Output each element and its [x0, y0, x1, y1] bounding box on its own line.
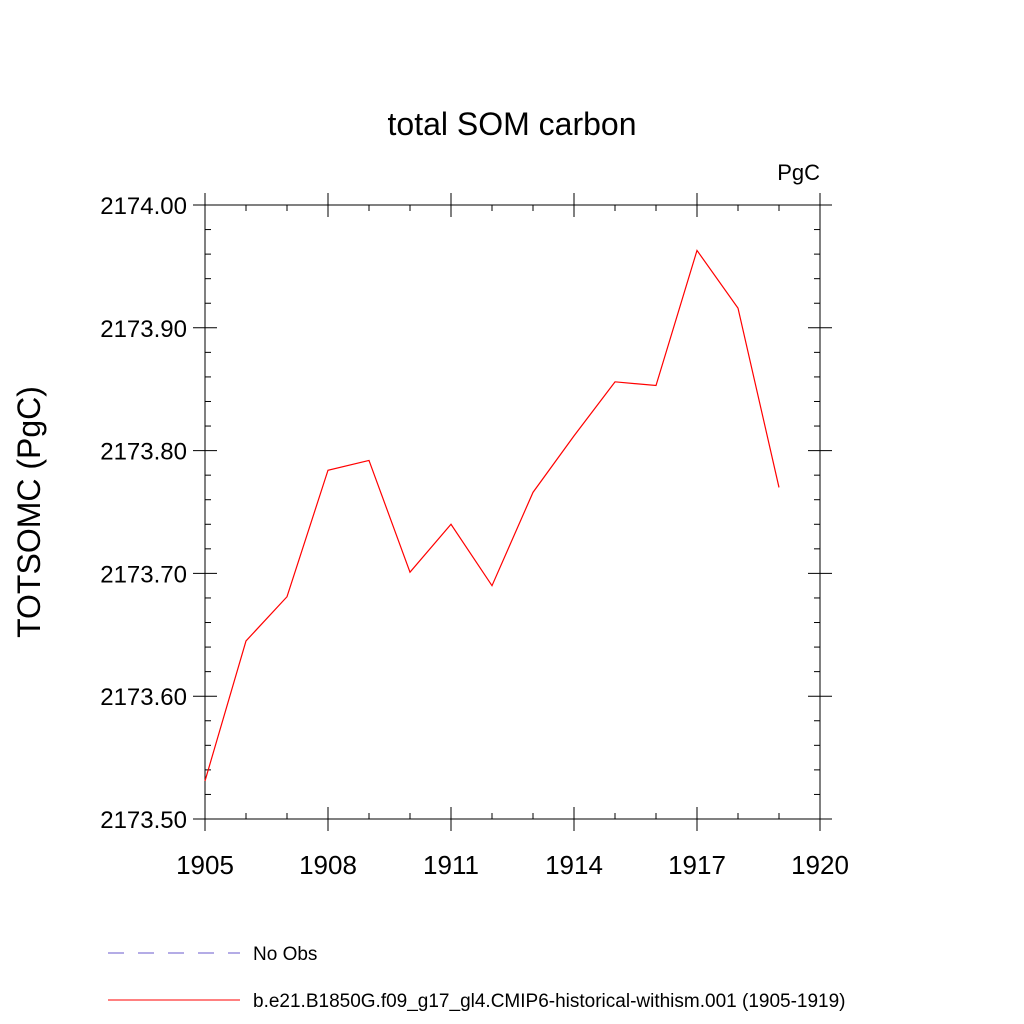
y-axis-label: TOTSOMC (PgC)	[11, 386, 47, 638]
x-tick-label: 1917	[668, 850, 726, 880]
y-tick-label: 2173.60	[100, 684, 187, 711]
legend-label: b.e21.B1850G.f09_g17_gl4.CMIP6-historica…	[253, 991, 846, 1012]
series-group	[204, 249, 780, 782]
legend-label: No Obs	[253, 944, 317, 965]
x-tick-label: 1920	[791, 850, 849, 880]
x-tick-label: 1911	[423, 850, 479, 880]
y-tick-label: 2173.50	[100, 807, 187, 834]
series-line	[204, 249, 780, 782]
y-tick-label: 2173.90	[100, 316, 187, 343]
x-tick-label: 1908	[299, 850, 357, 880]
axis-ticks: 2173.50 2173.60 2173.70 2173.80 2173.90 2174.…	[100, 193, 849, 880]
y-tick-label: 2173.80	[100, 439, 187, 466]
x-tick-label: 1905	[176, 850, 234, 880]
plot-frame	[204, 204, 821, 820]
y-tick-label: 2173.70	[100, 561, 187, 588]
x-tick-label: 1914	[545, 850, 603, 880]
legend: No Obs b.e21.B1850G.f09_g17_gl4.CMIP6-his…	[108, 944, 846, 1012]
chart-title: total SOM carbon	[388, 106, 637, 142]
y-tick-label: 2174.00	[100, 193, 187, 220]
units-label: PgC	[777, 160, 820, 185]
